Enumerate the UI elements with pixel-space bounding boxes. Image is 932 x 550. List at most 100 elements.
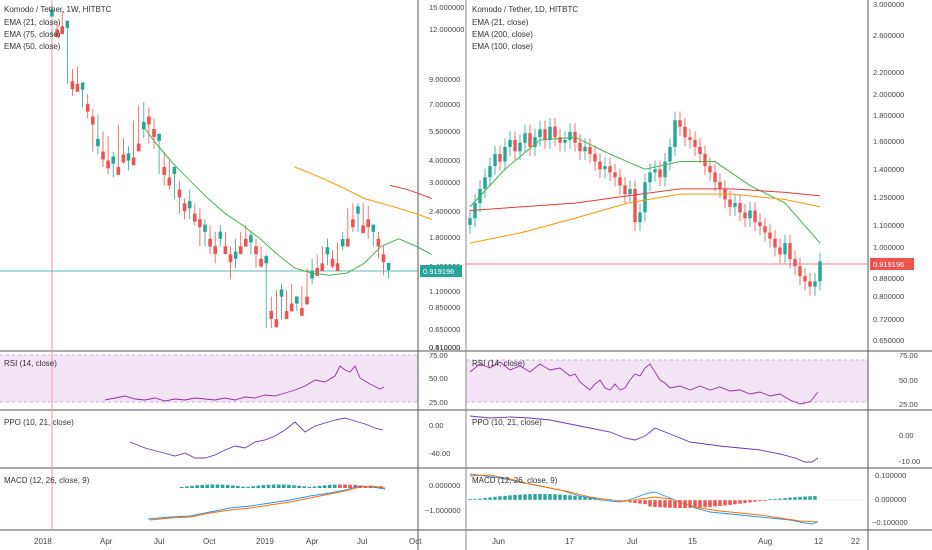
right-macd-bar bbox=[548, 494, 552, 500]
right-candle-body bbox=[798, 266, 802, 277]
right-macd-bar bbox=[573, 495, 577, 500]
right-candle-body bbox=[778, 247, 782, 255]
right-macd-bar bbox=[783, 498, 787, 500]
left-candle-body bbox=[152, 129, 156, 137]
left-price-tick: 1.100000 bbox=[429, 287, 460, 296]
left-macd-bar bbox=[317, 485, 322, 488]
left-rsi-axis-50: 50.00 bbox=[429, 374, 448, 383]
right-candle-body bbox=[608, 166, 612, 173]
right-ppo-axis-0: 0.00 bbox=[899, 431, 914, 440]
right-indicator-ema21: EMA (21, close) bbox=[472, 18, 529, 27]
right-candle-body bbox=[738, 203, 742, 213]
right-rsi-line bbox=[469, 361, 819, 405]
right-macd-bar bbox=[693, 500, 697, 508]
right-price-tick: 1.400000 bbox=[873, 165, 904, 174]
right-price-tick: 2.000000 bbox=[873, 90, 904, 99]
right-candle-body bbox=[633, 188, 637, 223]
left-candle-body bbox=[60, 26, 64, 35]
left-price-tick: 3.000000 bbox=[429, 178, 460, 187]
left-candle-body bbox=[177, 189, 182, 198]
right-macd-bar bbox=[778, 498, 782, 500]
right-macd-bar bbox=[608, 499, 612, 500]
right-price-tick: 1.600000 bbox=[873, 137, 904, 146]
left-candle-body bbox=[376, 238, 381, 247]
right-candle-body bbox=[538, 129, 542, 138]
left-price-tick: 0.510000 bbox=[429, 343, 460, 352]
left-time-jul2: Jul bbox=[357, 537, 367, 546]
left-candle-body bbox=[300, 308, 304, 316]
right-candle-body bbox=[603, 166, 607, 170]
right-candle-body bbox=[598, 161, 602, 170]
right-macd-bar bbox=[748, 500, 752, 503]
right-candle-body bbox=[793, 259, 797, 267]
right-macd-label: MACD (12, 26, close, 9) bbox=[472, 476, 558, 485]
right-candle-body bbox=[513, 139, 517, 152]
right-candle-body bbox=[553, 126, 557, 138]
right-macd-bar bbox=[588, 497, 592, 500]
left-candle-body bbox=[121, 154, 126, 163]
left-macd-line bbox=[147, 485, 386, 520]
left-candle-body bbox=[65, 20, 70, 28]
right-macd-bar bbox=[568, 495, 572, 500]
right-macd-bar bbox=[528, 494, 532, 500]
right-candle-body bbox=[468, 218, 472, 225]
right-candle-body bbox=[493, 154, 497, 167]
right-candle-body bbox=[713, 172, 717, 183]
right-candle-body bbox=[558, 137, 562, 143]
right-macd-bar bbox=[598, 498, 602, 500]
left-time-jul: Jul bbox=[154, 537, 164, 546]
left-candle-body bbox=[264, 256, 268, 264]
right-macd-bar bbox=[773, 499, 777, 500]
right-macd-bar bbox=[733, 500, 737, 505]
left-candle-body bbox=[91, 116, 95, 125]
right-candle-body bbox=[593, 154, 597, 162]
right-ema21-line bbox=[469, 136, 821, 244]
left-candle-body bbox=[361, 225, 365, 234]
right-candle-body bbox=[498, 154, 502, 162]
right-ema200-line bbox=[469, 193, 821, 244]
left-macd-bar bbox=[215, 484, 220, 488]
right-ppo-label: PPO (10, 21, close) bbox=[472, 418, 542, 427]
right-candle-body bbox=[583, 146, 587, 152]
right-candle-body bbox=[818, 261, 822, 282]
right-candle-body bbox=[613, 172, 617, 178]
right-macd-bar bbox=[668, 500, 672, 508]
right-ppo-line bbox=[469, 415, 819, 463]
left-indicator-ema75: EMA (75, close) bbox=[4, 30, 61, 39]
right-candle-body bbox=[628, 188, 632, 195]
right-macd-axis-minus: −0.100000 bbox=[872, 518, 908, 527]
left-candle-body bbox=[193, 213, 197, 222]
right-macd-bar bbox=[468, 499, 472, 500]
left-candle-body bbox=[310, 271, 314, 279]
left-price-tick: 1.800000 bbox=[429, 233, 460, 242]
right-macd-bar bbox=[538, 494, 542, 500]
left-rsi-axis-25: 25.00 bbox=[429, 398, 448, 407]
right-candle-body bbox=[588, 146, 592, 155]
left-candle-body bbox=[96, 138, 100, 147]
right-macd-bar bbox=[508, 495, 512, 500]
left-price-tick: 0.850000 bbox=[429, 303, 460, 312]
left-macd-axis-0: 0.000000 bbox=[429, 481, 460, 490]
right-candle-body bbox=[648, 172, 652, 183]
right-macd-bar bbox=[723, 500, 727, 506]
left-ppo-axis-0: 0.00 bbox=[429, 421, 444, 430]
right-indicator-ema100: EMA (100, close) bbox=[472, 42, 533, 51]
right-candle-body bbox=[508, 139, 512, 147]
left-macd-bar bbox=[251, 486, 255, 488]
left-candle-body bbox=[325, 247, 330, 255]
left-macd-bar bbox=[343, 484, 347, 488]
left-macd-bar bbox=[348, 484, 352, 488]
right-macd-bar bbox=[763, 500, 767, 501]
right-macd-bar bbox=[708, 500, 712, 507]
left-price-tick: 2.400000 bbox=[429, 207, 460, 216]
right-candle-body bbox=[663, 161, 667, 178]
left-candle-body bbox=[218, 231, 223, 239]
right-candle-body bbox=[813, 281, 817, 287]
left-macd-bar bbox=[185, 486, 189, 488]
right-price-tick: 3.000000 bbox=[873, 0, 904, 9]
left-candle-body bbox=[284, 311, 289, 319]
left-candle-body bbox=[249, 235, 253, 243]
right-candle-body bbox=[518, 142, 522, 152]
left-rsi-label: RSI (14, close) bbox=[4, 359, 57, 368]
right-candle-body bbox=[783, 243, 787, 255]
